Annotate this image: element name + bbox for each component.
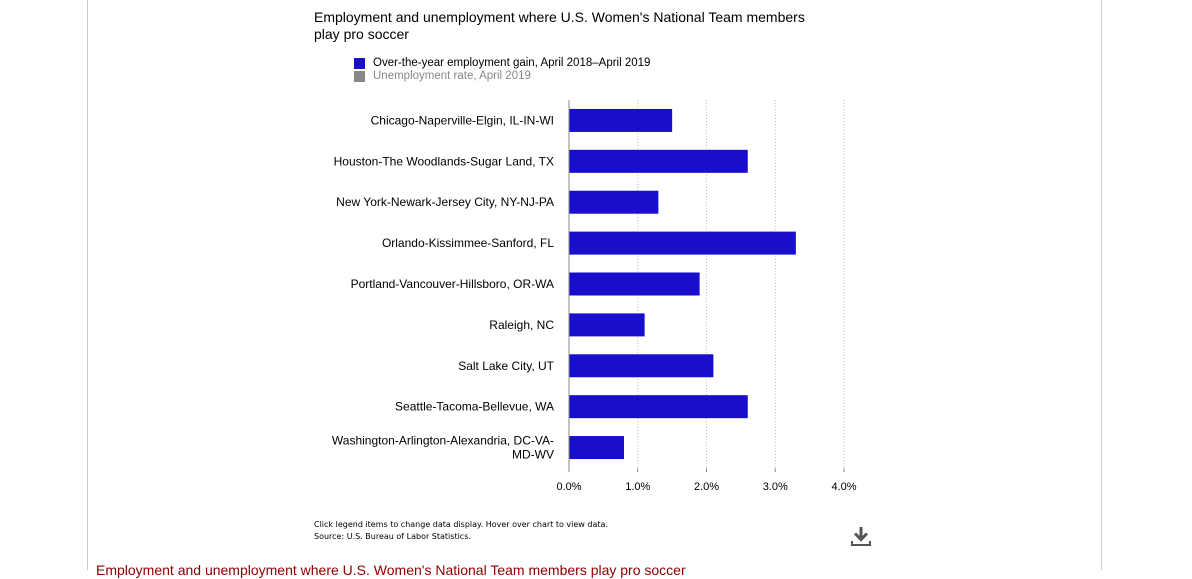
bar[interactable] [569, 354, 713, 377]
bar[interactable] [569, 436, 624, 459]
bar-chart[interactable]: Chicago-Naperville-Elgin, IL-IN-WI Housto… [0, 0, 1192, 500]
category-label: Seattle-Tacoma-Bellevue, WA [395, 400, 554, 414]
x-tick-label: 3.0% [763, 481, 788, 493]
download-icon[interactable] [849, 524, 873, 548]
bar[interactable] [569, 232, 796, 255]
category-label: Washington-Arlington-Alexandria, DC-VA-M… [332, 434, 554, 462]
category-label: Portland-Vancouver-Hillsboro, OR-WA [351, 277, 554, 291]
x-tick-label: 4.0% [831, 481, 856, 493]
bar[interactable] [569, 273, 700, 296]
x-tick-label: 1.0% [625, 481, 650, 493]
bar[interactable] [569, 395, 748, 418]
x-tick-label: 2.0% [694, 481, 719, 493]
category-label: Chicago-Naperville-Elgin, IL-IN-WI [371, 113, 554, 127]
footnote-source: Source: U.S. Bureau of Labor Statistics. [314, 531, 608, 543]
category-label: Houston-The Woodlands-Sugar Land, TX [334, 154, 554, 168]
category-label: Salt Lake City, UT [458, 359, 554, 373]
category-label: New York-Newark-Jersey City, NY-NJ-PA [336, 195, 554, 209]
bar[interactable] [569, 109, 672, 132]
category-label: Raleigh, NC [489, 318, 554, 332]
footnote-instructions: Click legend items to change data displa… [314, 519, 608, 531]
bar[interactable] [569, 313, 645, 336]
x-tick-label: 0.0% [556, 481, 581, 493]
next-chart-title[interactable]: Employment and unemployment where U.S. W… [96, 562, 686, 579]
chart-footnote: Click legend items to change data displa… [314, 519, 608, 543]
bar[interactable] [569, 191, 658, 214]
bar[interactable] [569, 150, 748, 173]
category-label: Orlando-Kissimmee-Sanford, FL [382, 236, 554, 250]
